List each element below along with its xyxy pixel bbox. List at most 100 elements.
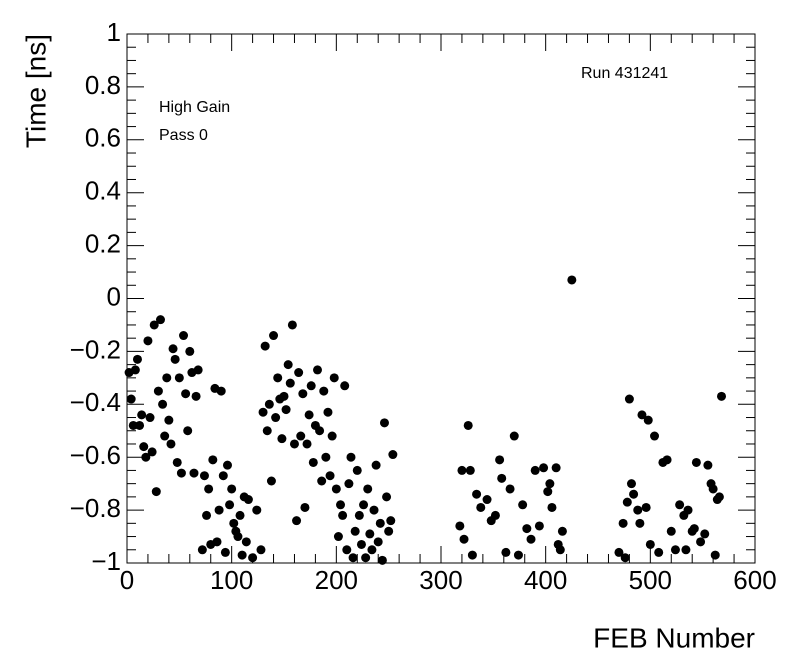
data-point — [279, 391, 289, 401]
data-point — [287, 320, 297, 330]
data-point — [703, 460, 713, 470]
y-tick-label: −0.4 — [70, 387, 121, 417]
data-point — [350, 526, 360, 536]
data-point — [534, 521, 544, 531]
data-point — [346, 452, 356, 462]
y-tick-label: −1 — [91, 546, 121, 576]
data-point — [476, 502, 486, 512]
data-point — [214, 505, 224, 515]
data-point — [204, 484, 214, 494]
x-axis-title: FEB Number — [593, 622, 755, 653]
x-tick-label: 300 — [419, 565, 462, 595]
data-point — [321, 452, 331, 462]
data-point — [472, 489, 482, 499]
data-point — [666, 526, 676, 536]
data-point — [327, 431, 337, 441]
data-point — [179, 331, 189, 341]
data-point — [714, 492, 724, 502]
data-point — [302, 439, 312, 449]
data-point — [467, 550, 477, 560]
data-point — [285, 378, 295, 388]
data-point — [260, 341, 270, 351]
data-point — [269, 331, 279, 341]
data-point — [388, 450, 398, 460]
data-point — [151, 487, 161, 497]
data-point — [650, 431, 660, 441]
y-tick-label: 0.4 — [85, 176, 121, 206]
data-point — [717, 391, 727, 401]
data-point — [266, 476, 276, 486]
data-point — [149, 320, 159, 330]
data-point — [377, 555, 387, 565]
data-point — [147, 447, 157, 457]
data-point — [174, 373, 184, 383]
data-point — [145, 413, 155, 423]
data-point — [340, 381, 350, 391]
data-point — [641, 502, 651, 512]
pass-label: Pass 0 — [159, 127, 208, 144]
data-point — [675, 500, 685, 510]
data-point — [248, 553, 258, 563]
data-point — [513, 550, 523, 560]
data-point — [356, 539, 366, 549]
y-tick-label: −0.8 — [70, 493, 121, 523]
data-point — [166, 439, 176, 449]
x-tick-label: 200 — [315, 565, 358, 595]
data-point — [128, 420, 138, 430]
data-point — [501, 547, 511, 557]
x-tick-label: 500 — [629, 565, 672, 595]
data-point — [162, 373, 172, 383]
data-point — [545, 479, 555, 489]
data-point — [262, 426, 272, 436]
data-point — [490, 510, 500, 520]
data-point — [222, 460, 232, 470]
data-point — [281, 405, 291, 415]
data-point — [185, 346, 195, 356]
data-point — [654, 547, 664, 557]
data-point — [308, 457, 318, 467]
data-point — [143, 336, 153, 346]
data-point — [289, 439, 299, 449]
data-point — [271, 413, 281, 423]
data-point — [160, 431, 170, 441]
data-point — [369, 505, 379, 515]
data-point — [164, 415, 174, 425]
data-point — [689, 524, 699, 534]
data-point — [522, 524, 532, 534]
data-point — [629, 489, 639, 499]
data-point — [137, 410, 147, 420]
x-tick-label: 100 — [210, 565, 253, 595]
data-point — [348, 553, 358, 563]
data-point — [298, 389, 308, 399]
data-point — [139, 442, 149, 452]
y-tick-label: 0 — [107, 281, 121, 311]
data-point — [683, 505, 693, 515]
data-point — [382, 492, 392, 502]
data-point — [384, 526, 394, 536]
data-point — [191, 391, 201, 401]
data-point — [620, 553, 630, 563]
y-tick-label: 0.8 — [85, 70, 121, 100]
y-tick-label: 0.2 — [85, 228, 121, 258]
data-point — [547, 502, 557, 512]
data-point — [526, 534, 536, 544]
data-point — [225, 500, 235, 510]
data-point — [304, 410, 314, 420]
data-point — [176, 468, 186, 478]
data-point — [216, 386, 226, 396]
data-point — [495, 455, 505, 465]
data-point — [455, 521, 465, 531]
data-point — [354, 510, 364, 520]
data-point — [509, 431, 519, 441]
data-point — [361, 553, 371, 563]
data-point — [235, 510, 245, 520]
data-point — [670, 545, 680, 555]
data-point — [338, 510, 348, 520]
data-point — [367, 545, 377, 555]
data-point — [170, 354, 180, 364]
run-label: Run 431241 — [581, 65, 668, 82]
data-point — [312, 365, 322, 375]
data-point — [633, 505, 643, 515]
data-point — [375, 518, 385, 528]
data-point — [229, 518, 239, 528]
